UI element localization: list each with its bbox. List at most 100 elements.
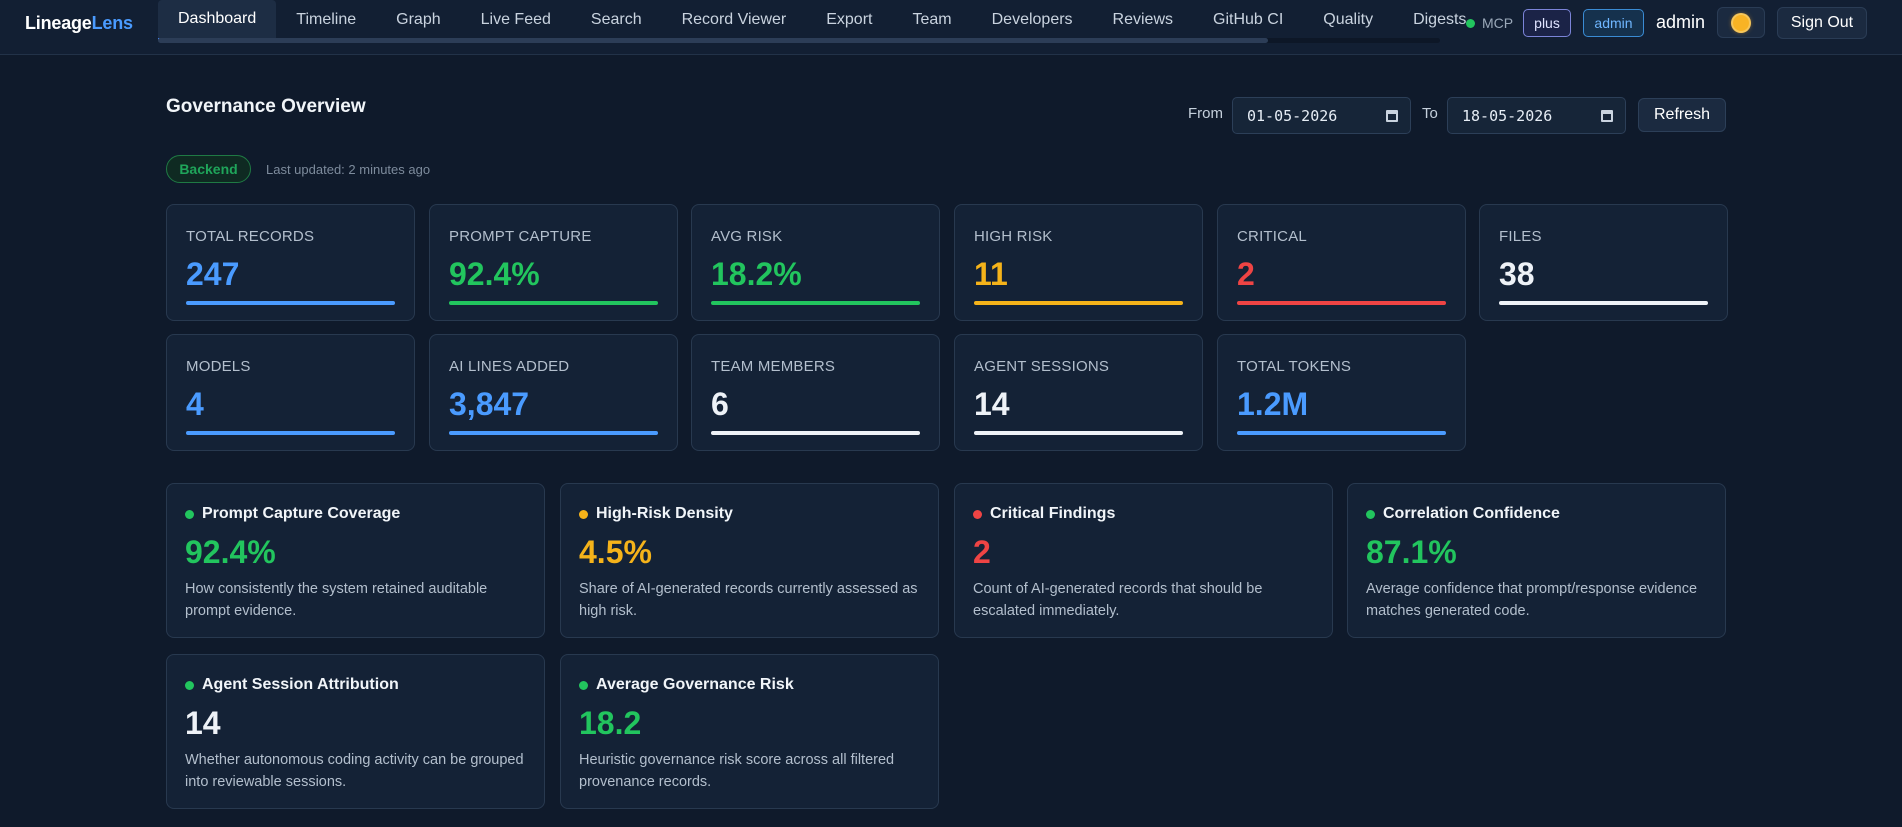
stat-accent-bar bbox=[711, 431, 920, 435]
metric-title-row: Critical Findings bbox=[973, 505, 1115, 523]
tab-reviews[interactable]: Reviews bbox=[1112, 11, 1174, 28]
tab-search[interactable]: Search bbox=[590, 11, 642, 28]
to-label: To bbox=[1422, 105, 1438, 122]
stat-value: 18.2% bbox=[711, 256, 802, 292]
stat-label: AVG RISK bbox=[711, 228, 783, 245]
stat-value: 1.2M bbox=[1237, 386, 1309, 422]
metric-title: High-Risk Density bbox=[596, 505, 733, 522]
metric-title: Prompt Capture Coverage bbox=[202, 505, 401, 522]
stat-accent-bar bbox=[711, 301, 920, 305]
top-nav: LineageLens Dashboard Timeline Graph Liv… bbox=[0, 0, 1902, 55]
username: admin bbox=[1656, 12, 1706, 32]
metric-description: Whether autonomous coding activity can b… bbox=[185, 752, 524, 790]
stat-value: 11 bbox=[974, 256, 1008, 292]
metric-value: 2 bbox=[973, 534, 991, 570]
stat-card-total-records: TOTAL RECORDS 247 bbox=[166, 204, 415, 321]
stat-card-files: FILES 38 bbox=[1479, 204, 1728, 321]
stat-label: TOTAL TOKENS bbox=[1237, 358, 1352, 375]
backend-status-badge: Backend bbox=[166, 155, 251, 183]
metric-value: 92.4% bbox=[185, 534, 276, 570]
app-logo[interactable]: LineageLens bbox=[25, 13, 133, 34]
stat-card-critical: CRITICAL 2 bbox=[1217, 204, 1466, 321]
tab-export[interactable]: Export bbox=[826, 11, 873, 28]
stat-card-high-risk: HIGH RISK 11 bbox=[954, 204, 1203, 321]
metric-description: How consistently the system retained aud… bbox=[185, 581, 488, 619]
tab-live-feed[interactable]: Live Feed bbox=[480, 11, 551, 28]
stat-card-total-tokens: TOTAL TOKENS 1.2M bbox=[1217, 334, 1466, 451]
calendar-icon[interactable] bbox=[1386, 110, 1398, 122]
sign-out-button[interactable]: Sign Out bbox=[1777, 7, 1867, 39]
page-title: Governance Overview bbox=[166, 96, 366, 117]
to-date-value: 18-05-2026 bbox=[1462, 106, 1553, 125]
stat-accent-bar bbox=[449, 431, 658, 435]
metric-title-row: High-Risk Density bbox=[579, 505, 733, 523]
tab-graph[interactable]: Graph bbox=[396, 11, 441, 28]
status-dot-icon bbox=[973, 509, 982, 519]
tabs-scrollbar-thumb[interactable] bbox=[158, 38, 1268, 43]
stat-value: 247 bbox=[186, 256, 240, 292]
stat-label: TEAM MEMBERS bbox=[711, 358, 836, 375]
metric-card-average-governance-risk: Average Governance Risk 18.2 Heuristic g… bbox=[560, 654, 939, 809]
metric-card-agent-session-attribution: Agent Session Attribution 14 Whether aut… bbox=[166, 654, 545, 809]
metric-title-row: Prompt Capture Coverage bbox=[185, 505, 400, 523]
metric-title-row: Agent Session Attribution bbox=[185, 676, 399, 694]
tab-github-ci[interactable]: GitHub CI bbox=[1213, 11, 1284, 28]
tab-team[interactable]: Team bbox=[912, 11, 952, 28]
stat-accent-bar bbox=[186, 301, 395, 305]
stat-label: CRITICAL bbox=[1237, 228, 1307, 245]
stat-accent-bar bbox=[1237, 301, 1446, 305]
nav-tabs: Dashboard Timeline Graph Live Feed Searc… bbox=[158, 0, 1486, 44]
tab-digests[interactable]: Digests bbox=[1413, 11, 1467, 28]
role-badge: admin bbox=[1583, 9, 1644, 37]
stat-value: 4 bbox=[186, 386, 204, 422]
status-dot-icon bbox=[1366, 509, 1375, 519]
stat-value: 92.4% bbox=[449, 256, 540, 292]
refresh-button[interactable]: Refresh bbox=[1638, 98, 1726, 132]
metric-title-row: Correlation Confidence bbox=[1366, 505, 1560, 523]
tab-dashboard[interactable]: Dashboard bbox=[158, 0, 277, 40]
metric-card-high-risk-density: High-Risk Density 4.5% Share of AI-gener… bbox=[560, 483, 939, 638]
to-date-input[interactable]: 18-05-2026 bbox=[1447, 97, 1626, 134]
mcp-status: MCP bbox=[1466, 15, 1513, 31]
stat-label: MODELS bbox=[186, 358, 251, 375]
stat-accent-bar bbox=[974, 301, 1183, 305]
logo-text-accent: Lens bbox=[91, 13, 133, 33]
tab-record-viewer[interactable]: Record Viewer bbox=[681, 11, 787, 28]
tab-developers[interactable]: Developers bbox=[991, 11, 1073, 28]
stat-card-agent-sessions: AGENT SESSIONS 14 bbox=[954, 334, 1203, 451]
stat-label: HIGH RISK bbox=[974, 228, 1053, 245]
stat-accent-bar bbox=[974, 431, 1183, 435]
stat-card-models: MODELS 4 bbox=[166, 334, 415, 451]
status-dot-icon bbox=[1466, 18, 1475, 28]
metric-value: 87.1% bbox=[1366, 534, 1457, 570]
calendar-icon[interactable] bbox=[1601, 110, 1613, 122]
status-dot-icon bbox=[185, 509, 194, 519]
stat-card-avg-risk: AVG RISK 18.2% bbox=[691, 204, 940, 321]
last-updated-text: Last updated: 2 minutes ago bbox=[266, 162, 431, 177]
status-dot-icon bbox=[579, 509, 588, 519]
stat-value: 2 bbox=[1237, 256, 1255, 292]
plan-badge: plus bbox=[1523, 9, 1571, 37]
theme-toggle-button[interactable] bbox=[1717, 7, 1765, 38]
stat-accent-bar bbox=[1499, 301, 1708, 305]
stat-accent-bar bbox=[1237, 431, 1446, 435]
tabs-scrollbar[interactable] bbox=[158, 38, 1440, 43]
stat-value: 38 bbox=[1499, 256, 1535, 292]
metric-title: Agent Session Attribution bbox=[202, 676, 399, 693]
mcp-label: MCP bbox=[1482, 15, 1514, 31]
metric-description: Heuristic governance risk score across a… bbox=[579, 752, 895, 790]
metric-title: Correlation Confidence bbox=[1383, 505, 1560, 522]
stat-card-ai-lines-added: AI LINES ADDED 3,847 bbox=[429, 334, 678, 451]
stat-label: PROMPT CAPTURE bbox=[449, 228, 592, 245]
metric-card-prompt-capture-coverage: Prompt Capture Coverage 92.4% How consis… bbox=[166, 483, 545, 638]
from-label: From bbox=[1188, 105, 1223, 122]
from-date-input[interactable]: 01-05-2026 bbox=[1232, 97, 1411, 134]
metric-value: 14 bbox=[185, 705, 221, 741]
logo-text-primary: Lineage bbox=[25, 13, 92, 33]
tab-quality[interactable]: Quality bbox=[1323, 11, 1374, 28]
metric-value: 18.2 bbox=[579, 705, 642, 741]
tab-timeline[interactable]: Timeline bbox=[296, 11, 357, 28]
from-date-value: 01-05-2026 bbox=[1247, 106, 1338, 125]
stat-value: 3,847 bbox=[449, 386, 530, 422]
metric-value: 4.5% bbox=[579, 534, 652, 570]
